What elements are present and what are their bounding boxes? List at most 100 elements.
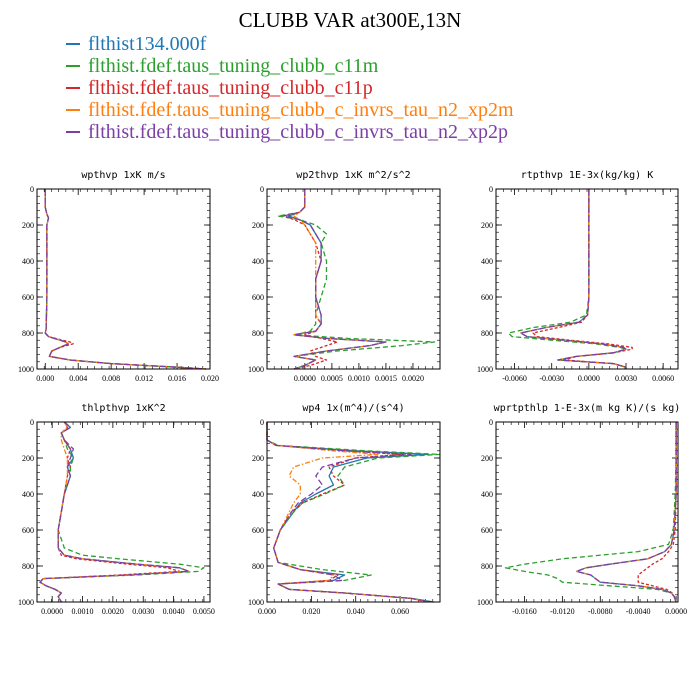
y-tick-label: 200 xyxy=(252,221,264,230)
x-tick-label: 0.020 xyxy=(201,374,219,383)
x-tick-label: 0.040 xyxy=(347,607,365,616)
legend-label: flthist.fdef.taus_tuning_clubb_c11m xyxy=(88,55,379,77)
x-tick-label: 0.000 xyxy=(258,607,276,616)
series-line xyxy=(637,422,677,603)
x-tick-label: 0.008 xyxy=(102,374,120,383)
panel-title: wpthvp 1xK m/s xyxy=(81,170,165,181)
y-tick-label: 0 xyxy=(30,185,34,194)
y-tick-label: 800 xyxy=(22,329,34,338)
series-line xyxy=(39,421,205,603)
legend-swatch xyxy=(66,131,80,133)
x-tick-label: 0.0030 xyxy=(132,607,154,616)
y-tick-label: 400 xyxy=(22,490,34,499)
x-tick-label: 0.0050 xyxy=(193,607,215,616)
plot-frame xyxy=(495,421,679,603)
y-tick-label: 800 xyxy=(481,562,493,571)
panel: wp2thvp 1xK m^2/s^2 0 200 400 600 800 1000 0.00… xyxy=(248,170,441,383)
legend-entry: flthist.fdef.taus_tuning_clubb_c_invrs_t… xyxy=(66,99,514,121)
y-tick-label: 1000 xyxy=(477,365,493,374)
plot-frame xyxy=(266,421,441,603)
y-tick-label: 0 xyxy=(260,185,264,194)
x-tick-label: 0.012 xyxy=(135,374,153,383)
x-tick-label: -0.0160 xyxy=(512,607,537,616)
x-tick-label: 0.020 xyxy=(302,607,320,616)
x-tick-label: -0.0040 xyxy=(626,607,651,616)
y-tick-label: 1000 xyxy=(18,598,34,607)
y-tick-label: 400 xyxy=(481,490,493,499)
y-tick-label: 600 xyxy=(481,526,493,535)
series-line xyxy=(520,189,627,369)
series-line xyxy=(277,189,436,370)
panel-title: rtpthvp 1E-3x(kg/kg) K xyxy=(521,170,653,181)
x-tick-label: 0.0005 xyxy=(321,374,343,383)
x-tick-label: 0.0020 xyxy=(102,607,124,616)
x-tick-label: 0.0000 xyxy=(578,374,600,383)
x-tick-label: 0.0000 xyxy=(294,374,316,383)
y-tick-label: 1000 xyxy=(248,365,264,374)
y-tick-label: 600 xyxy=(252,293,264,302)
legend-swatch xyxy=(66,109,80,111)
x-tick-label: 0.0040 xyxy=(163,607,185,616)
y-tick-label: 600 xyxy=(252,526,264,535)
y-tick-label: 400 xyxy=(252,490,264,499)
x-tick-label: -0.0060 xyxy=(502,374,527,383)
y-tick-label: 800 xyxy=(22,562,34,571)
y-tick-label: 600 xyxy=(22,526,34,535)
legend-swatch xyxy=(66,43,80,45)
legend-entry: flthist.fdef.taus_tuning_clubb_c11m xyxy=(66,55,514,77)
legend-label: flthist134.000f xyxy=(88,33,207,55)
plot-frame xyxy=(266,188,441,370)
x-tick-label: 0.0030 xyxy=(615,374,637,383)
panel-title: wp2thvp 1xK m^2/s^2 xyxy=(296,170,410,181)
x-tick-label: 0.000 xyxy=(36,374,54,383)
legend-entry: flthist134.000f xyxy=(66,33,514,55)
legend-entry: flthist.fdef.taus_tuning_clubb_c11p xyxy=(66,77,514,99)
y-tick-label: 200 xyxy=(22,454,34,463)
y-tick-label: 200 xyxy=(481,221,493,230)
series-line xyxy=(39,421,190,603)
y-tick-label: 0 xyxy=(489,185,493,194)
y-tick-label: 0 xyxy=(260,418,264,427)
panel-title: thlpthvp 1xK^2 xyxy=(81,403,165,414)
series-line xyxy=(282,189,387,370)
series-line xyxy=(282,189,338,370)
series-line xyxy=(44,189,206,370)
x-tick-label: 0.0010 xyxy=(72,607,94,616)
x-tick-label: -0.0120 xyxy=(550,607,575,616)
series-line xyxy=(44,189,206,370)
y-tick-label: 200 xyxy=(22,221,34,230)
legend-label: flthist.fdef.taus_tuning_clubb_c_invrs_t… xyxy=(88,99,514,121)
plot-frame xyxy=(36,421,211,603)
y-tick-label: 1000 xyxy=(248,598,264,607)
series-line xyxy=(293,189,387,370)
y-tick-label: 400 xyxy=(22,257,34,266)
figure-title: CLUBB VAR at300E,13N xyxy=(238,8,462,32)
x-tick-label: 0.0015 xyxy=(375,374,397,383)
y-tick-label: 800 xyxy=(252,562,264,571)
y-tick-label: 800 xyxy=(481,329,493,338)
legend: flthist134.000f flthist.fdef.taus_tuning… xyxy=(66,33,514,143)
panel-title: wprtpthlp 1-E-3x(m kg K)/(s kg) xyxy=(494,403,681,414)
x-tick-label: 0.060 xyxy=(391,607,409,616)
y-tick-label: 800 xyxy=(252,329,264,338)
x-tick-label: 0.0000 xyxy=(41,607,63,616)
panel: rtpthvp 1E-3x(kg/kg) K02004006008001000-… xyxy=(477,170,679,383)
series-line xyxy=(507,189,627,369)
plot-frame xyxy=(36,188,211,370)
plot-frame xyxy=(495,188,679,370)
series-line xyxy=(504,422,677,603)
y-tick-label: 200 xyxy=(481,454,493,463)
y-tick-label: 600 xyxy=(22,293,34,302)
y-tick-label: 600 xyxy=(481,293,493,302)
series-line xyxy=(287,189,387,370)
y-tick-label: 200 xyxy=(252,454,264,463)
x-tick-label: -0.0030 xyxy=(539,374,564,383)
x-tick-label: 0.0020 xyxy=(402,374,424,383)
y-tick-label: 0 xyxy=(30,418,34,427)
panel-title: wp4 1x(m^4)/(s^4) xyxy=(302,403,404,414)
x-tick-label: 0.004 xyxy=(69,374,87,383)
panel: thlpthvp 1xK^2 0 200 400 600 800 1000 0.0000 0.0… xyxy=(18,403,215,616)
legend-entry: flthist.fdef.taus_tuning_clubb_c_invrs_t… xyxy=(66,121,514,143)
